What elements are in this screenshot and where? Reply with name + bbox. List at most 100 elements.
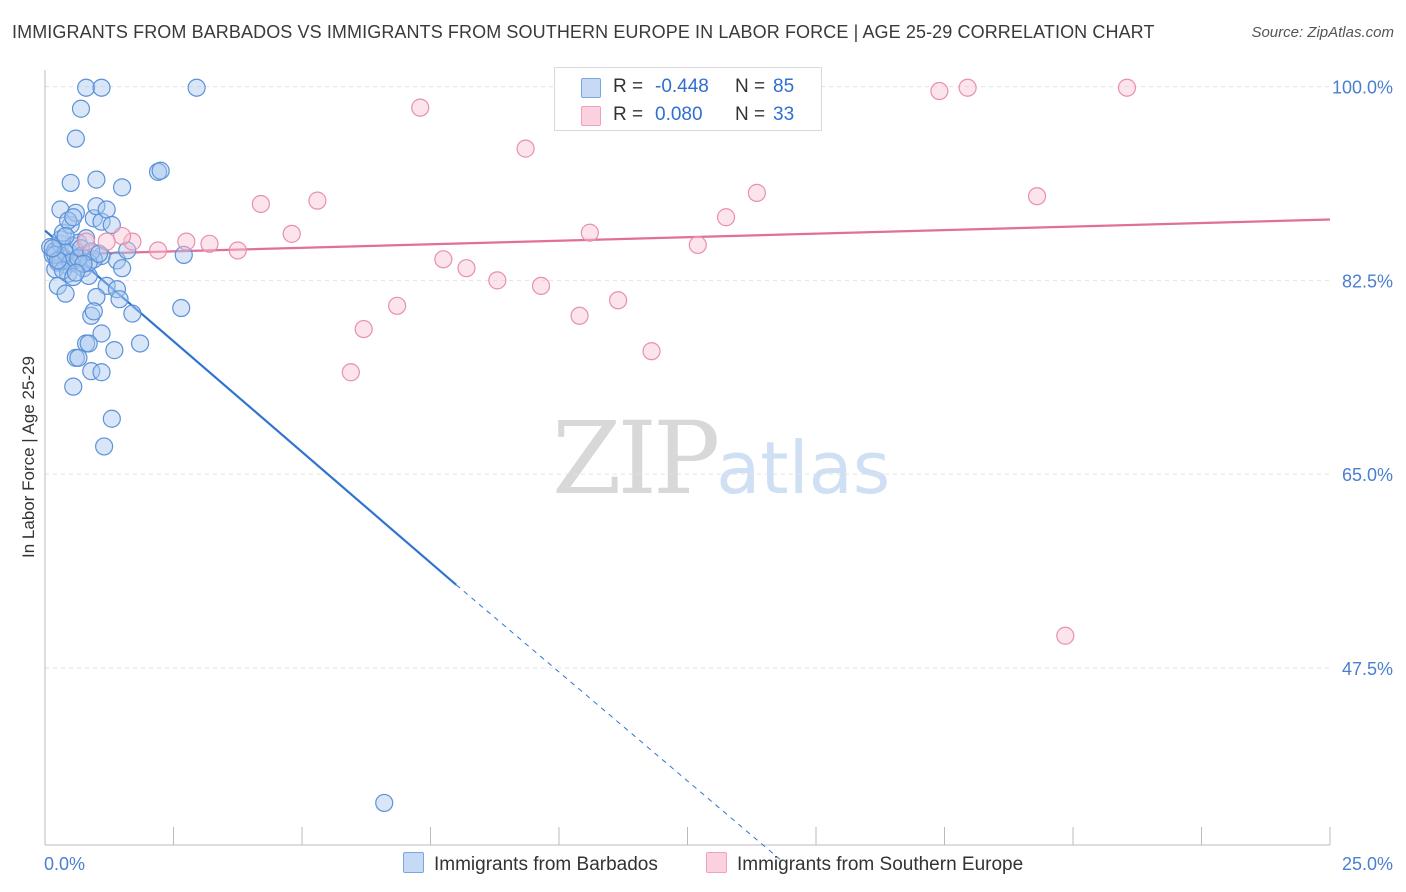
legend-row-barbados: R = -0.448 N = 85 — [555, 73, 821, 101]
data-point-barbados — [77, 78, 96, 97]
data-point-barbados — [56, 226, 75, 246]
data-point-barbados — [97, 200, 116, 219]
data-point-barbados — [66, 263, 85, 282]
data-point-barbados — [92, 363, 111, 382]
legend-n-label: N = — [735, 104, 766, 125]
legend-box: R = -0.448 N = 85 R = 0.080 N = 33 — [554, 67, 822, 131]
trend-line-barbados — [44, 229, 457, 586]
data-point-barbados — [64, 377, 83, 396]
data-point-barbados — [123, 304, 142, 323]
bottom-legend-swatch-blue — [403, 852, 424, 873]
data-point-barbados — [102, 215, 121, 235]
bottom-legend-swatch-pink — [706, 852, 727, 873]
data-point-barbados — [71, 99, 91, 118]
data-point-barbados — [174, 245, 193, 264]
data-point-southern-europe — [531, 276, 551, 295]
bottom-legend-southern-europe: Immigrants from Southern Europe — [706, 852, 1023, 876]
data-point-barbados — [66, 129, 85, 148]
legend-n-value: 33 — [773, 104, 795, 125]
legend-row-southern-europe: R = 0.080 N = 33 — [555, 101, 821, 129]
legend-n-value: 85 — [773, 76, 795, 97]
data-point-southern-europe — [516, 139, 535, 158]
chart-title: IMMIGRANTS FROM BARBADOS VS IMMIGRANTS F… — [12, 22, 1155, 42]
legend-r-label: R = — [613, 76, 644, 97]
data-point-barbados — [151, 161, 170, 180]
data-point-barbados — [97, 276, 116, 295]
data-point-southern-europe — [609, 291, 628, 310]
watermark-atlas: atlas — [716, 426, 891, 510]
data-point-barbados — [112, 178, 132, 197]
data-point-southern-europe — [1056, 626, 1075, 645]
data-point-southern-europe — [716, 208, 736, 227]
data-point-barbados — [59, 211, 78, 230]
legend-r-value: -0.448 — [655, 76, 709, 97]
data-point-southern-europe — [688, 235, 707, 255]
trend-line-barbados-dashed — [455, 584, 781, 860]
data-point-barbados — [112, 259, 132, 278]
data-point-barbados — [87, 170, 106, 189]
data-point-barbados — [130, 334, 150, 353]
data-point-barbados — [64, 208, 83, 227]
data-point-southern-europe — [251, 194, 270, 214]
data-point-barbados — [87, 287, 106, 307]
data-point-southern-europe — [77, 232, 96, 251]
data-point-southern-europe — [747, 183, 766, 202]
data-point-barbados — [105, 341, 124, 360]
data-point-southern-europe — [387, 296, 407, 315]
y-tick-label: 82.5% — [1342, 271, 1393, 291]
data-point-barbados — [61, 173, 80, 193]
data-point-southern-europe — [488, 271, 507, 290]
data-point-southern-europe — [411, 98, 430, 117]
y-tick-label: 100.0% — [1332, 78, 1393, 98]
legend-r-label: R = — [613, 104, 644, 125]
data-point-southern-europe — [228, 241, 247, 260]
bottom-legend-label: Immigrants from Barbados — [434, 854, 658, 875]
data-point-barbados — [118, 241, 137, 260]
data-point-southern-europe — [177, 232, 196, 251]
data-point-barbados — [110, 290, 129, 309]
data-point-southern-europe — [457, 259, 476, 278]
y-axis-label: In Labor Force | Age 25-29 — [19, 356, 38, 558]
data-points — [41, 78, 1137, 813]
data-point-southern-europe — [642, 342, 661, 361]
data-point-barbados — [69, 348, 88, 367]
data-point-barbados — [56, 284, 75, 303]
data-point-barbados — [79, 334, 98, 353]
y-tick-label: 65.0% — [1342, 465, 1393, 485]
data-point-barbados — [95, 437, 114, 456]
data-point-barbados — [92, 324, 111, 343]
data-point-southern-europe — [282, 224, 301, 243]
watermark-zip: ZIP — [552, 400, 720, 517]
data-point-barbados — [102, 409, 121, 428]
data-point-barbados — [84, 302, 103, 321]
legend-r-value: 0.080 — [655, 104, 703, 125]
data-point-southern-europe — [97, 232, 116, 251]
x-tick-label: 0.0% — [44, 854, 85, 874]
bottom-legend-label: Immigrants from Southern Europe — [737, 854, 1024, 875]
data-point-southern-europe — [112, 226, 132, 246]
data-point-barbados — [187, 78, 206, 97]
legend-n-label: N = — [735, 76, 766, 97]
legend-swatch-blue — [581, 78, 601, 98]
x-tick-label: 25.0% — [1342, 854, 1393, 874]
bottom-legend: Immigrants from Barbados Immigrants from… — [0, 852, 1406, 878]
data-point-southern-europe — [308, 191, 327, 210]
y-tick-label: 47.5% — [1342, 659, 1393, 679]
data-point-southern-europe — [570, 306, 589, 325]
data-point-southern-europe — [341, 363, 360, 382]
data-point-southern-europe — [930, 81, 949, 101]
trend-lines — [44, 218, 1331, 860]
data-point-southern-europe — [200, 234, 219, 253]
data-point-southern-europe — [434, 250, 453, 269]
data-point-southern-europe — [1117, 78, 1137, 97]
data-point-southern-europe — [354, 319, 373, 339]
axis-labels: 47.5% 65.0% 82.5% 100.0% 0.0% 25.0% In Labor F… — [19, 78, 1393, 874]
data-point-southern-europe — [580, 223, 599, 242]
trend-line-southern-europe — [44, 218, 1331, 256]
axes — [44, 70, 1331, 846]
data-point-barbados — [375, 793, 394, 813]
data-point-southern-europe — [123, 232, 142, 251]
data-point-barbados — [43, 239, 62, 258]
watermark: ZIPatlas — [552, 400, 890, 517]
